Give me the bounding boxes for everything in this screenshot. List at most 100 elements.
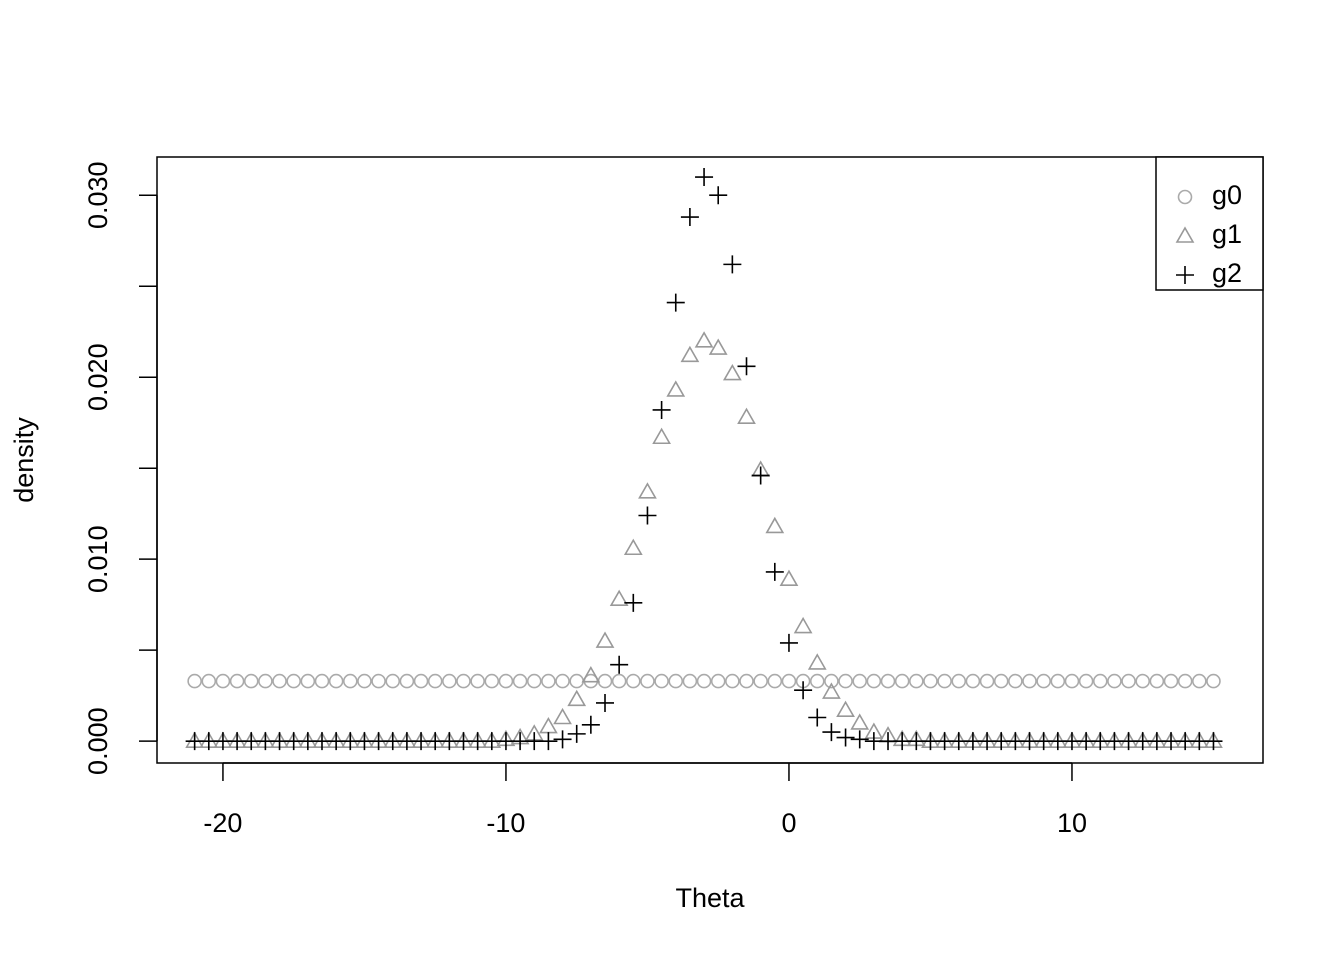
point — [909, 673, 924, 689]
point — [512, 673, 528, 689]
point — [723, 255, 742, 274]
point — [1022, 673, 1037, 689]
point — [371, 673, 386, 689]
legend-box — [1155, 156, 1264, 291]
point — [1149, 673, 1165, 689]
point — [737, 357, 756, 376]
point — [498, 673, 514, 689]
point — [951, 673, 967, 689]
point — [1121, 673, 1136, 689]
point — [638, 506, 657, 525]
y-axis-title: density — [9, 417, 39, 503]
y-tick-label: 0.010 — [83, 525, 113, 593]
x-tick-label: -10 — [486, 808, 525, 838]
point — [1177, 673, 1193, 689]
point — [753, 673, 768, 689]
point — [793, 616, 813, 634]
point — [442, 673, 457, 689]
point — [581, 715, 600, 734]
point — [694, 331, 714, 348]
point — [709, 186, 728, 205]
point — [880, 673, 896, 689]
point — [609, 589, 629, 607]
point — [1163, 673, 1179, 689]
point — [654, 673, 669, 689]
series — [185, 168, 1223, 751]
y-tick-label: 0.030 — [83, 161, 113, 229]
point — [1107, 673, 1122, 689]
point — [695, 168, 714, 187]
point — [399, 673, 415, 689]
point — [666, 293, 685, 312]
point — [595, 631, 615, 648]
point — [779, 633, 798, 652]
point — [596, 693, 615, 712]
legend-label: g2 — [1212, 258, 1242, 288]
point — [824, 673, 839, 689]
point — [567, 724, 586, 743]
point — [794, 681, 813, 700]
point — [965, 673, 981, 689]
x-tick-label: -20 — [203, 808, 242, 838]
point — [1206, 673, 1221, 689]
point — [626, 673, 641, 689]
point — [553, 730, 572, 749]
legend-label: g1 — [1212, 219, 1242, 249]
point — [1064, 673, 1080, 689]
point — [852, 673, 868, 689]
point — [640, 673, 655, 689]
point — [1192, 673, 1207, 689]
point — [597, 673, 613, 689]
point — [187, 673, 202, 689]
point — [652, 427, 671, 445]
point — [866, 673, 882, 689]
point — [680, 345, 700, 363]
legend-marker — [1176, 266, 1194, 284]
point — [539, 716, 558, 734]
point — [680, 208, 699, 227]
point — [541, 673, 556, 689]
point — [555, 673, 570, 689]
point — [286, 673, 301, 689]
point — [808, 708, 827, 727]
point — [328, 673, 344, 689]
y-tick-label: 0.000 — [83, 707, 113, 775]
point — [567, 689, 587, 707]
point — [708, 338, 728, 355]
point — [357, 673, 372, 689]
point — [666, 380, 686, 397]
point — [682, 673, 698, 689]
point — [737, 407, 756, 425]
point — [822, 723, 841, 742]
point — [456, 673, 471, 689]
point — [624, 593, 643, 612]
point — [751, 466, 770, 485]
point — [272, 673, 287, 689]
point — [822, 682, 841, 699]
point — [300, 673, 316, 689]
series — [185, 331, 1223, 748]
point — [610, 655, 629, 674]
point — [765, 562, 784, 581]
legend-label: g0 — [1212, 180, 1242, 210]
point — [413, 673, 429, 689]
point — [1204, 732, 1223, 751]
y-tick-label: 0.020 — [83, 343, 113, 411]
point — [1092, 673, 1108, 689]
point — [201, 673, 217, 689]
point — [836, 728, 855, 747]
point — [1050, 673, 1066, 689]
point — [569, 673, 585, 689]
point — [342, 673, 358, 689]
x-tick-label: 0 — [781, 808, 796, 838]
point — [696, 673, 712, 689]
point — [668, 673, 684, 689]
point — [838, 673, 853, 689]
legend-marker — [1177, 189, 1193, 205]
point — [923, 673, 938, 689]
point — [807, 653, 827, 670]
point — [258, 673, 273, 689]
point — [836, 700, 855, 718]
point — [894, 673, 910, 689]
